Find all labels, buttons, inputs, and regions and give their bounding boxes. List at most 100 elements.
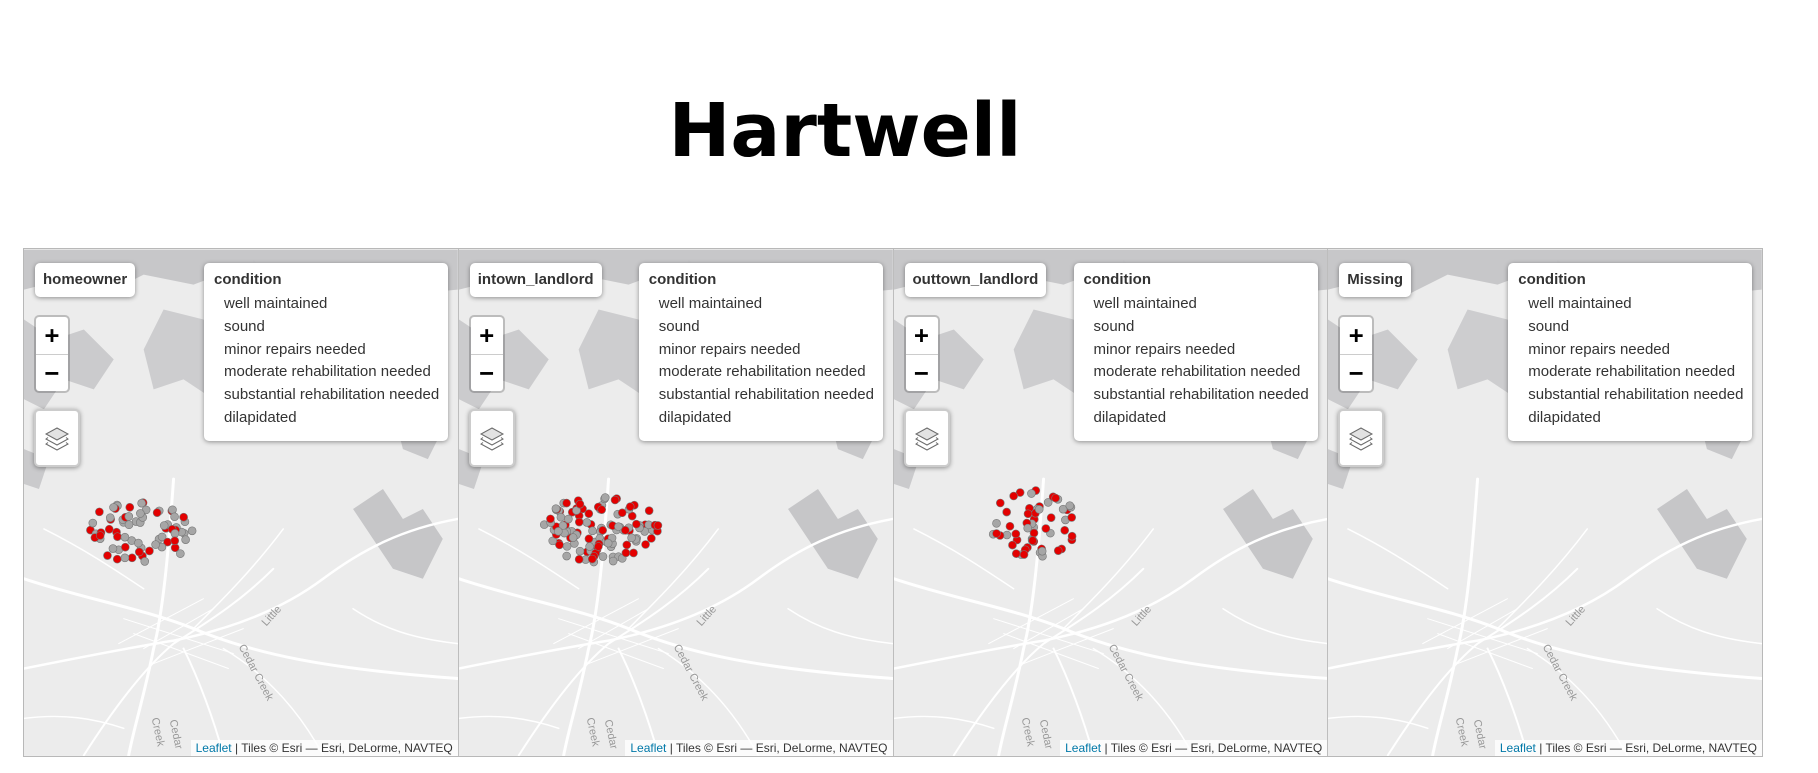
parcel-point[interactable] [113, 532, 122, 541]
leaflet-link[interactable]: Leaflet [195, 741, 232, 755]
parcel-point[interactable] [1011, 529, 1020, 539]
zoom-out-button[interactable]: − [1349, 359, 1364, 387]
parcel-point[interactable] [1027, 536, 1037, 545]
parcel-point[interactable] [598, 526, 607, 535]
parcel-point[interactable] [1001, 507, 1011, 517]
parcel-point[interactable] [574, 555, 584, 564]
parcel-point[interactable] [1022, 523, 1032, 533]
parcel-point[interactable] [991, 519, 1001, 528]
parcel-point[interactable] [1053, 546, 1063, 555]
parcel-point[interactable] [109, 503, 118, 512]
parcel-point[interactable] [1026, 489, 1036, 498]
parcel-point[interactable] [187, 526, 197, 536]
parcel-point[interactable] [556, 512, 565, 522]
parcel-point[interactable] [125, 502, 135, 512]
parcel-point[interactable] [575, 546, 585, 556]
parcel-point[interactable] [617, 508, 627, 518]
parcel-point[interactable] [145, 546, 154, 556]
parcel-point[interactable] [1019, 550, 1028, 559]
parcel-point[interactable] [1050, 493, 1060, 503]
parcel-point[interactable] [1065, 501, 1074, 510]
parcel-point[interactable] [140, 557, 150, 566]
parcel-point[interactable] [1008, 491, 1018, 501]
parcel-points[interactable] [539, 493, 662, 567]
zoom-in-button[interactable]: + [905, 317, 938, 355]
parcel-point[interactable] [562, 551, 571, 561]
parcel-point[interactable] [628, 548, 638, 558]
parcel-point[interactable] [593, 542, 603, 551]
parcel-point[interactable] [613, 522, 623, 531]
parcel-point[interactable] [124, 520, 134, 530]
parcel-point[interactable] [170, 536, 180, 546]
zoom-out-button[interactable]: − [44, 359, 60, 387]
layers-control-button[interactable] [1338, 409, 1385, 467]
parcel-points[interactable] [86, 498, 197, 566]
parcel-point[interactable] [548, 536, 557, 546]
parcel-point[interactable] [621, 548, 630, 558]
parcel-point[interactable] [582, 518, 591, 527]
parcel-point[interactable] [181, 535, 190, 544]
layers-control-button[interactable] [903, 409, 950, 467]
zoom-in-button[interactable]: + [36, 317, 68, 355]
map-panel-missing[interactable]: Little Cedar Creek Cedar Creek Missing +… [1328, 249, 1762, 756]
parcel-point[interactable] [627, 533, 636, 543]
parcel-points[interactable] [988, 486, 1076, 561]
parcel-point[interactable] [631, 519, 641, 529]
parcel-point[interactable] [1037, 546, 1046, 556]
parcel-point[interactable] [124, 512, 134, 521]
zoom-out-button[interactable]: − [479, 359, 494, 387]
parcel-point[interactable] [991, 529, 1001, 538]
parcel-point[interactable] [562, 542, 572, 551]
parcel-point[interactable] [1011, 549, 1021, 558]
parcel-point[interactable] [151, 540, 160, 549]
parcel-point[interactable] [1023, 509, 1032, 519]
parcel-point[interactable] [134, 538, 143, 548]
parcel-point[interactable] [584, 509, 593, 518]
parcel-point[interactable] [622, 540, 631, 550]
parcel-point[interactable] [108, 544, 118, 553]
parcel-point[interactable] [995, 498, 1005, 508]
parcel-point[interactable] [598, 552, 608, 561]
parcel-point[interactable] [120, 532, 130, 542]
zoom-in-button[interactable]: + [1340, 317, 1373, 355]
parcel-point[interactable] [1005, 521, 1014, 531]
leaflet-link[interactable]: Leaflet [630, 741, 667, 755]
parcel-point[interactable] [127, 553, 137, 563]
parcel-point[interactable] [1034, 505, 1043, 514]
parcel-point[interactable] [157, 532, 167, 542]
parcel-point[interactable] [553, 527, 563, 536]
parcel-point[interactable] [1059, 526, 1069, 535]
parcel-point[interactable] [137, 498, 146, 508]
parcel-point[interactable] [136, 509, 145, 518]
parcel-point[interactable] [568, 533, 578, 542]
parcel-point[interactable] [112, 554, 122, 564]
parcel-point[interactable] [625, 502, 635, 511]
parcel-point[interactable] [170, 529, 180, 538]
map-panel-outtown-landlord[interactable]: Little Cedar Creek Cedar Creek outtown_l… [893, 249, 1329, 756]
map-panel-intown-landlord[interactable]: Little Cedar Creek Cedar Creek intown_la… [458, 249, 894, 756]
parcel-point[interactable] [603, 538, 613, 548]
parcel-point[interactable] [120, 553, 130, 563]
parcel-point[interactable] [95, 531, 105, 540]
layers-control-button[interactable] [34, 409, 80, 467]
parcel-point[interactable] [575, 499, 584, 509]
parcel-point[interactable] [134, 547, 144, 557]
parcel-point[interactable] [176, 549, 185, 558]
parcel-point[interactable] [1067, 531, 1076, 541]
parcel-point[interactable] [1007, 540, 1017, 550]
parcel-point[interactable] [574, 517, 584, 527]
parcel-point[interactable] [103, 551, 112, 560]
parcel-point[interactable] [610, 495, 620, 505]
parcel-point[interactable] [587, 526, 597, 536]
layers-control-button[interactable] [468, 409, 515, 467]
leaflet-link[interactable]: Leaflet [1065, 741, 1102, 755]
parcel-point[interactable] [562, 498, 571, 508]
parcel-point[interactable] [121, 542, 130, 552]
parcel-point[interactable] [545, 514, 555, 524]
parcel-point[interactable] [563, 514, 573, 524]
parcel-point[interactable] [1058, 504, 1067, 514]
parcel-point[interactable] [585, 542, 594, 551]
parcel-point[interactable] [1066, 513, 1076, 522]
parcel-point[interactable] [644, 506, 654, 515]
parcel-point[interactable] [608, 556, 618, 566]
